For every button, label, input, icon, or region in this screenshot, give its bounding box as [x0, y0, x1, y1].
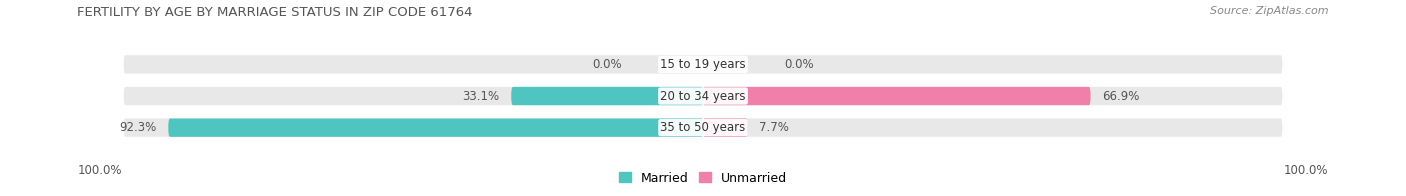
FancyBboxPatch shape [169, 119, 703, 137]
Text: 100.0%: 100.0% [1284, 164, 1329, 177]
Text: 0.0%: 0.0% [785, 58, 814, 71]
FancyBboxPatch shape [703, 87, 1091, 105]
FancyBboxPatch shape [124, 55, 1282, 74]
FancyBboxPatch shape [703, 119, 748, 137]
FancyBboxPatch shape [124, 87, 1282, 105]
Text: 35 to 50 years: 35 to 50 years [661, 121, 745, 134]
Text: 33.1%: 33.1% [463, 90, 499, 103]
Text: 15 to 19 years: 15 to 19 years [661, 58, 745, 71]
Text: 92.3%: 92.3% [120, 121, 156, 134]
Text: 7.7%: 7.7% [759, 121, 789, 134]
FancyBboxPatch shape [512, 87, 703, 105]
Text: 66.9%: 66.9% [1102, 90, 1139, 103]
Text: 20 to 34 years: 20 to 34 years [661, 90, 745, 103]
Text: FERTILITY BY AGE BY MARRIAGE STATUS IN ZIP CODE 61764: FERTILITY BY AGE BY MARRIAGE STATUS IN Z… [77, 6, 472, 19]
Text: 0.0%: 0.0% [592, 58, 621, 71]
Text: Source: ZipAtlas.com: Source: ZipAtlas.com [1211, 6, 1329, 16]
Text: 100.0%: 100.0% [77, 164, 122, 177]
FancyBboxPatch shape [124, 119, 1282, 137]
Legend: Married, Unmarried: Married, Unmarried [613, 167, 793, 190]
